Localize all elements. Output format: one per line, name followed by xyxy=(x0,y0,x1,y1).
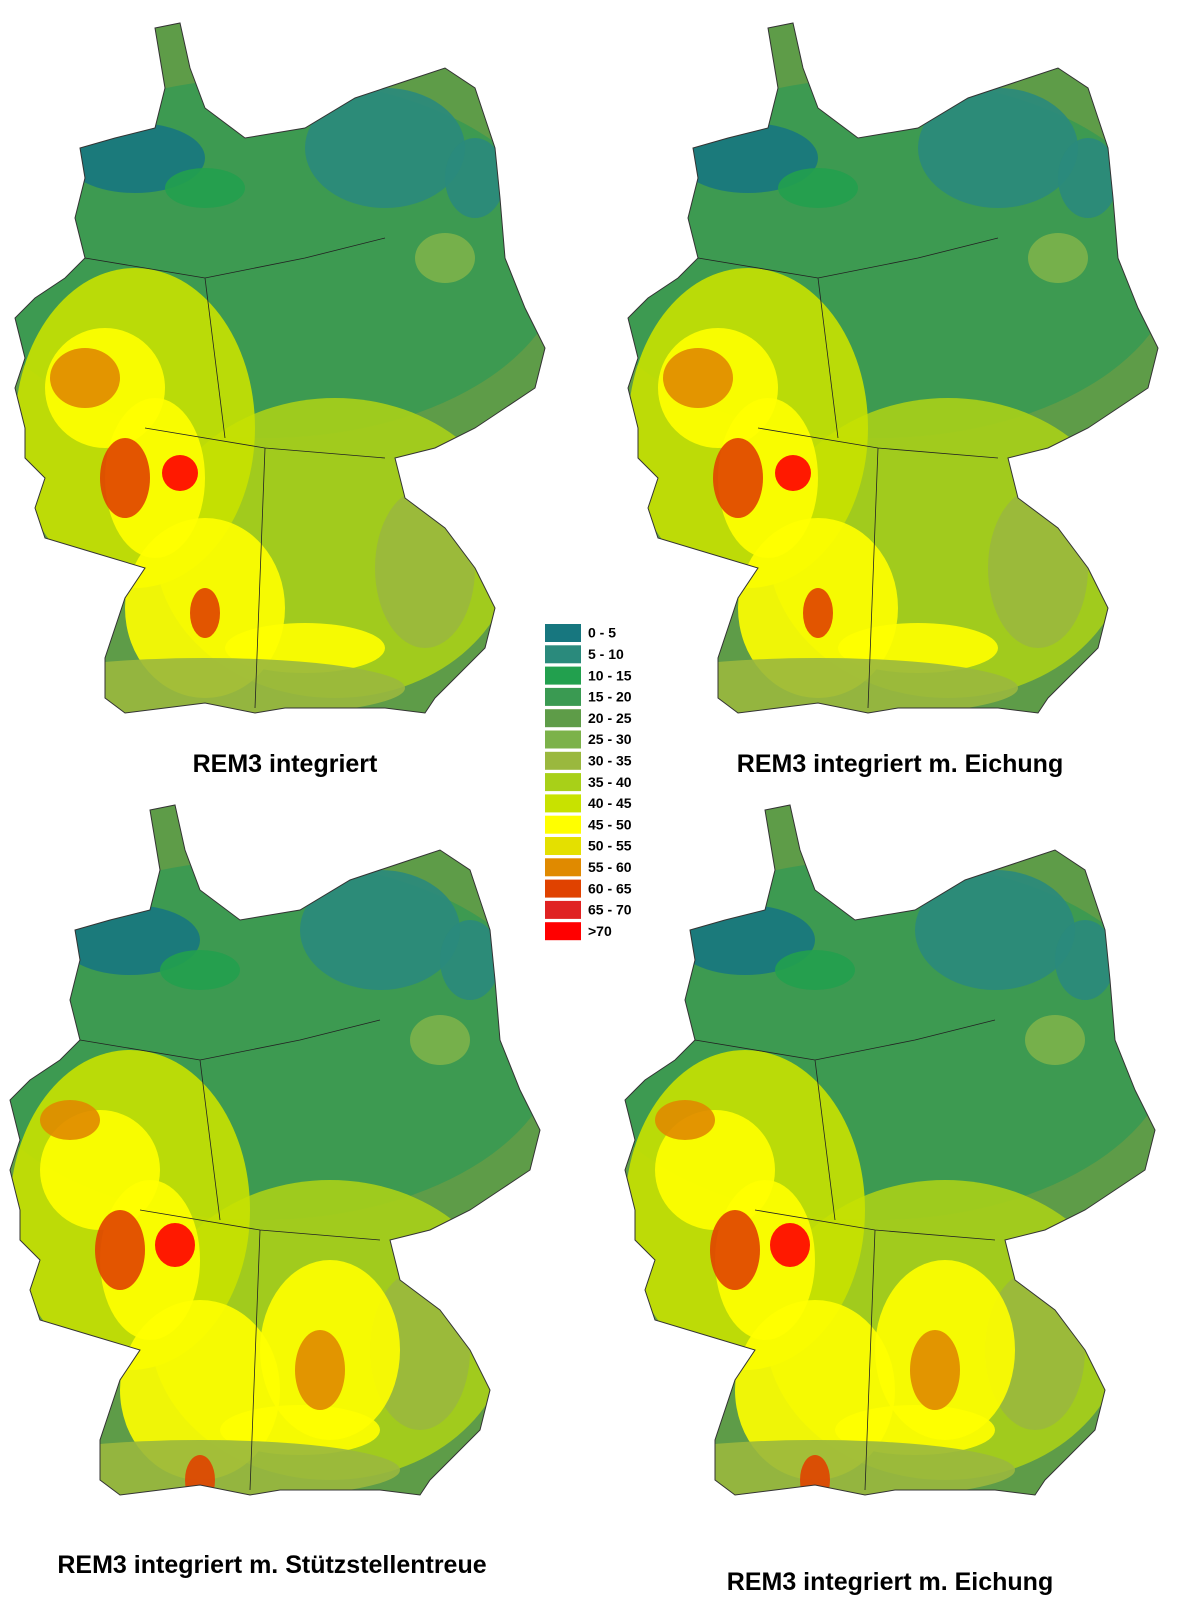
legend-label: 65 - 70 xyxy=(588,902,632,918)
legend-swatch xyxy=(545,816,581,834)
legend-swatch xyxy=(545,858,581,876)
map-zone xyxy=(300,870,460,990)
map-fill xyxy=(578,8,1178,738)
legend-swatch xyxy=(545,752,581,770)
map xyxy=(0,790,560,1525)
map xyxy=(0,8,565,738)
map-zone xyxy=(885,1495,965,1525)
map-zone xyxy=(40,1100,100,1140)
map-zone xyxy=(800,1455,830,1505)
legend-label: 10 - 15 xyxy=(588,667,632,683)
map-zone xyxy=(663,348,733,408)
map-zone xyxy=(95,1210,145,1290)
legend-label: 60 - 65 xyxy=(588,880,632,896)
map-zone xyxy=(295,1330,345,1410)
map xyxy=(575,790,1175,1525)
legend-label: 30 - 35 xyxy=(588,753,632,769)
legend-label: >70 xyxy=(588,923,612,939)
map-zone xyxy=(1025,1015,1085,1065)
legend-label: 55 - 60 xyxy=(588,859,632,875)
map-zone xyxy=(770,1223,810,1267)
map-zone xyxy=(410,1015,470,1065)
map-zone xyxy=(375,488,475,648)
map-zone xyxy=(270,1495,350,1525)
legend-swatch xyxy=(545,794,581,812)
map-zone xyxy=(988,488,1088,648)
map-zone xyxy=(440,920,500,1000)
legend-swatch xyxy=(545,922,581,940)
map-zone xyxy=(1058,138,1118,218)
map-zone xyxy=(185,1455,215,1505)
map-zone xyxy=(415,233,475,283)
legend-label: 50 - 55 xyxy=(588,838,632,854)
map-zone xyxy=(5,658,405,718)
map-zone xyxy=(618,658,1018,718)
legend-label: 45 - 50 xyxy=(588,816,632,832)
map-zone xyxy=(655,1100,715,1140)
map-fill xyxy=(0,8,565,738)
map-zone xyxy=(775,455,811,491)
map-zone xyxy=(915,870,1075,990)
legend-label: 5 - 10 xyxy=(588,646,624,662)
map-zone xyxy=(1028,233,1088,283)
map-zone xyxy=(713,438,763,518)
map-title: REM3 integriert m. Eichung xyxy=(727,1568,1053,1596)
legend-label: 25 - 30 xyxy=(588,731,632,747)
figure: REM3 integriert REM3 integriert m. Eichu… xyxy=(0,0,1186,1608)
map-zone xyxy=(775,950,855,990)
legend-label: 20 - 25 xyxy=(588,710,632,726)
map-zone xyxy=(305,88,465,208)
legend-swatch xyxy=(545,837,581,855)
map xyxy=(578,8,1178,738)
legend-swatch xyxy=(545,731,581,749)
map-zone xyxy=(710,1210,760,1290)
map-zone xyxy=(165,168,245,208)
legend-swatch xyxy=(545,709,581,727)
map-zone xyxy=(803,588,833,638)
legend-swatch xyxy=(545,645,581,663)
map-zone xyxy=(155,1223,195,1267)
map-fill xyxy=(575,790,1175,1525)
legend-swatch xyxy=(545,688,581,706)
legend-label: 40 - 45 xyxy=(588,795,632,811)
legend-label: 15 - 20 xyxy=(588,689,632,705)
map-title: REM3 integriert m. Eichung xyxy=(737,750,1063,778)
map-zone xyxy=(100,438,150,518)
map-zone xyxy=(162,455,198,491)
page: REM3 integriert REM3 integriert m. Eichu… xyxy=(0,0,1186,1608)
legend-swatch xyxy=(545,901,581,919)
map-fill xyxy=(0,790,560,1525)
map-zone xyxy=(445,138,505,218)
map-zone xyxy=(1055,920,1115,1000)
legend-label: 35 - 40 xyxy=(588,774,632,790)
map-zone xyxy=(160,950,240,990)
map-zone xyxy=(190,588,220,638)
legend-swatch xyxy=(545,773,581,791)
map-zone xyxy=(910,1330,960,1410)
legend-swatch xyxy=(545,667,581,685)
legend-label: 0 - 5 xyxy=(588,625,616,641)
map-zone xyxy=(778,168,858,208)
map-title: REM3 integriert m. Stützstellentreue xyxy=(57,1551,486,1579)
legend-swatch xyxy=(545,880,581,898)
map-zone xyxy=(918,88,1078,208)
map-title: REM3 integriert xyxy=(193,750,378,778)
legend-swatch xyxy=(545,624,581,642)
map-zone xyxy=(50,348,120,408)
